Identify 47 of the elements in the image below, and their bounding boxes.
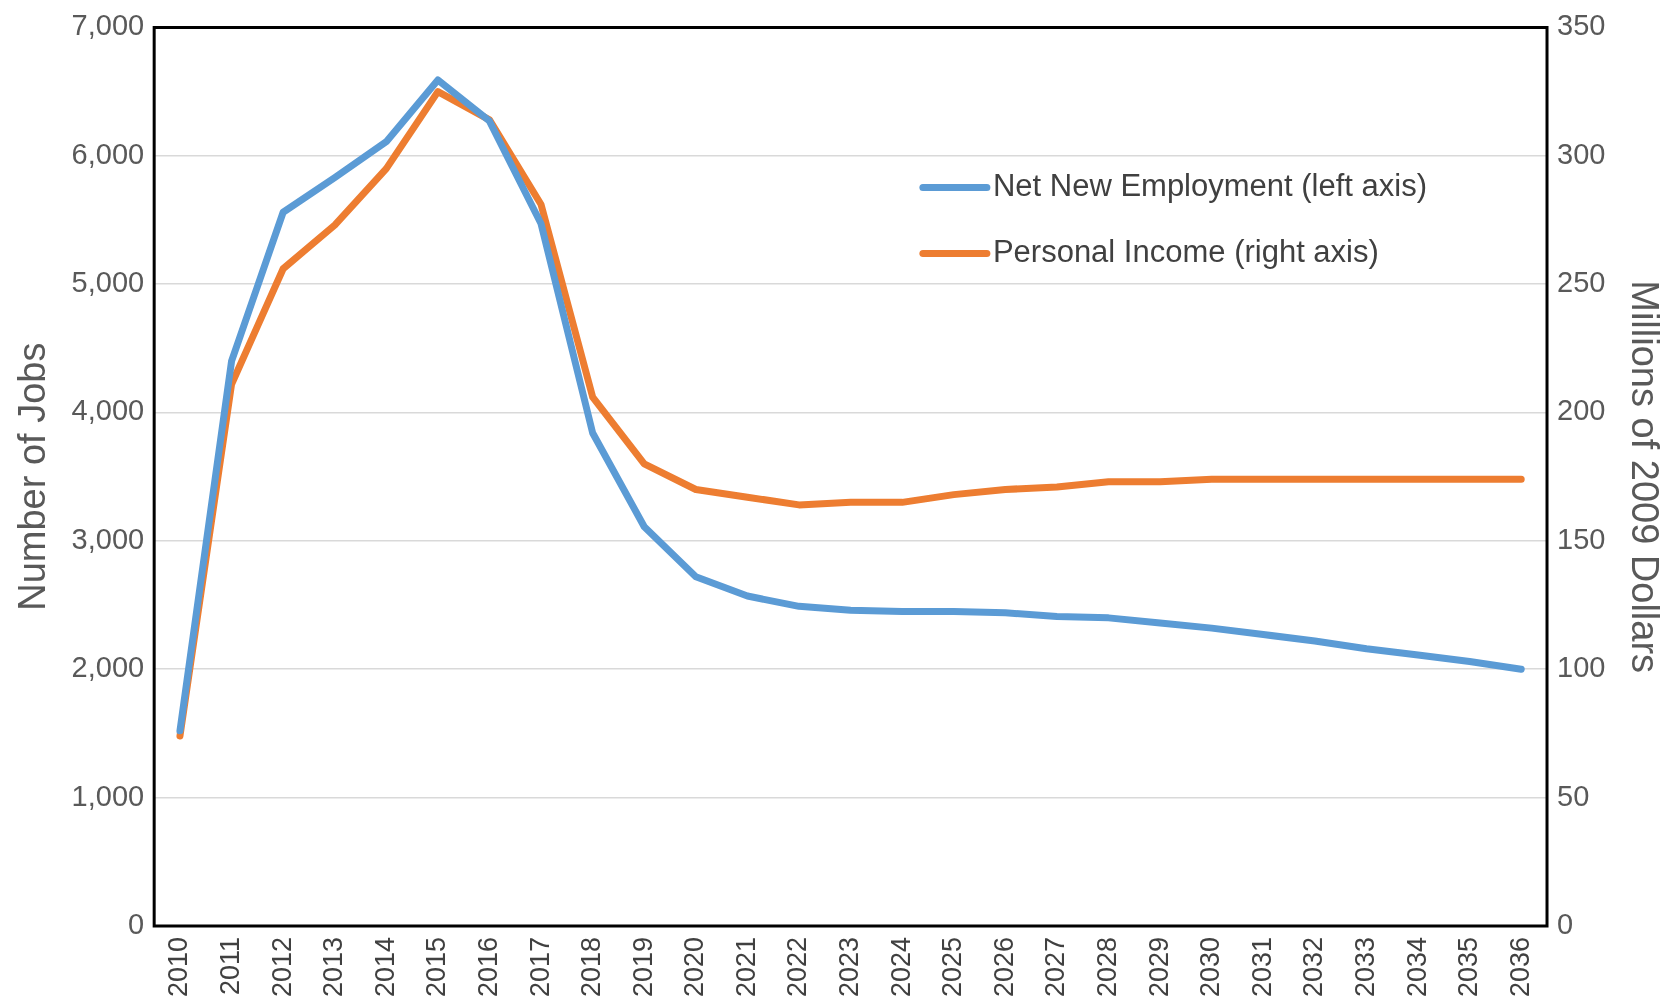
x-tick-label: 2030 <box>1195 936 1226 998</box>
x-tick-label: 2021 <box>730 936 761 998</box>
y-tick-label: 5,000 <box>71 266 145 299</box>
y2-axis-title: Millions of 2009 Dollars <box>1623 280 1666 674</box>
y2-tick-label: 250 <box>1557 266 1606 299</box>
y2-tick-label: 300 <box>1557 137 1606 170</box>
y-tick-label: 7,000 <box>71 9 145 42</box>
y2-tick-label: 150 <box>1557 522 1606 555</box>
x-tick-label: 2012 <box>266 936 297 998</box>
y-tick-label: 0 <box>128 907 145 940</box>
y2-tick-label: 200 <box>1557 394 1606 427</box>
x-tick-label: 2029 <box>1143 936 1174 998</box>
x-tick-label: 2022 <box>782 936 813 998</box>
y-tick-label: 6,000 <box>71 137 145 170</box>
y2-tick-label: 100 <box>1557 651 1606 684</box>
x-tick-label: 2015 <box>421 936 452 998</box>
y-tick-label: 2,000 <box>71 651 145 684</box>
legend-label: Personal Income (right axis) <box>992 233 1379 269</box>
y-tick-label: 1,000 <box>71 779 145 812</box>
x-tick-label: 2014 <box>369 936 400 998</box>
x-tick-label: 2036 <box>1504 936 1535 998</box>
x-tick-label: 2035 <box>1453 936 1484 998</box>
x-tick-label: 2020 <box>679 936 710 998</box>
x-tick-label: 2024 <box>885 936 916 998</box>
y2-tick-label: 50 <box>1557 779 1590 812</box>
x-tick-label: 2023 <box>834 936 865 998</box>
y-axis-title: Number of Jobs <box>11 342 54 611</box>
x-tick-label: 2032 <box>1298 936 1329 998</box>
x-tick-label: 2018 <box>576 936 607 998</box>
x-tick-label: 2013 <box>318 936 349 998</box>
x-tick-label: 2034 <box>1401 936 1432 998</box>
y2-tick-label: 350 <box>1557 9 1606 42</box>
x-tick-label: 2026 <box>988 936 1019 998</box>
x-tick-label: 2033 <box>1349 936 1380 998</box>
y-tick-label: 3,000 <box>71 522 145 555</box>
x-tick-label: 2016 <box>472 936 503 998</box>
legend-label: Net New Employment (left axis) <box>992 167 1428 203</box>
x-tick-label: 2027 <box>1040 936 1071 998</box>
y-tick-label: 4,000 <box>71 394 145 427</box>
x-tick-label: 2031 <box>1246 936 1277 998</box>
x-tick-label: 2025 <box>937 936 968 998</box>
x-tick-label: 2019 <box>627 936 658 998</box>
y2-tick-label: 0 <box>1557 907 1574 940</box>
x-tick-label: 2028 <box>1091 936 1122 998</box>
x-tick-label: 2011 <box>215 936 245 995</box>
x-tick-label: 2010 <box>163 936 194 998</box>
x-tick-label: 2017 <box>524 936 555 998</box>
